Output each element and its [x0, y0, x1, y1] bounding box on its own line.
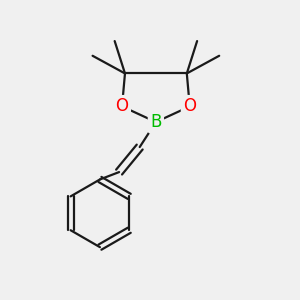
Text: B: B	[150, 113, 162, 131]
Text: O: O	[116, 98, 128, 116]
Text: O: O	[183, 98, 196, 116]
